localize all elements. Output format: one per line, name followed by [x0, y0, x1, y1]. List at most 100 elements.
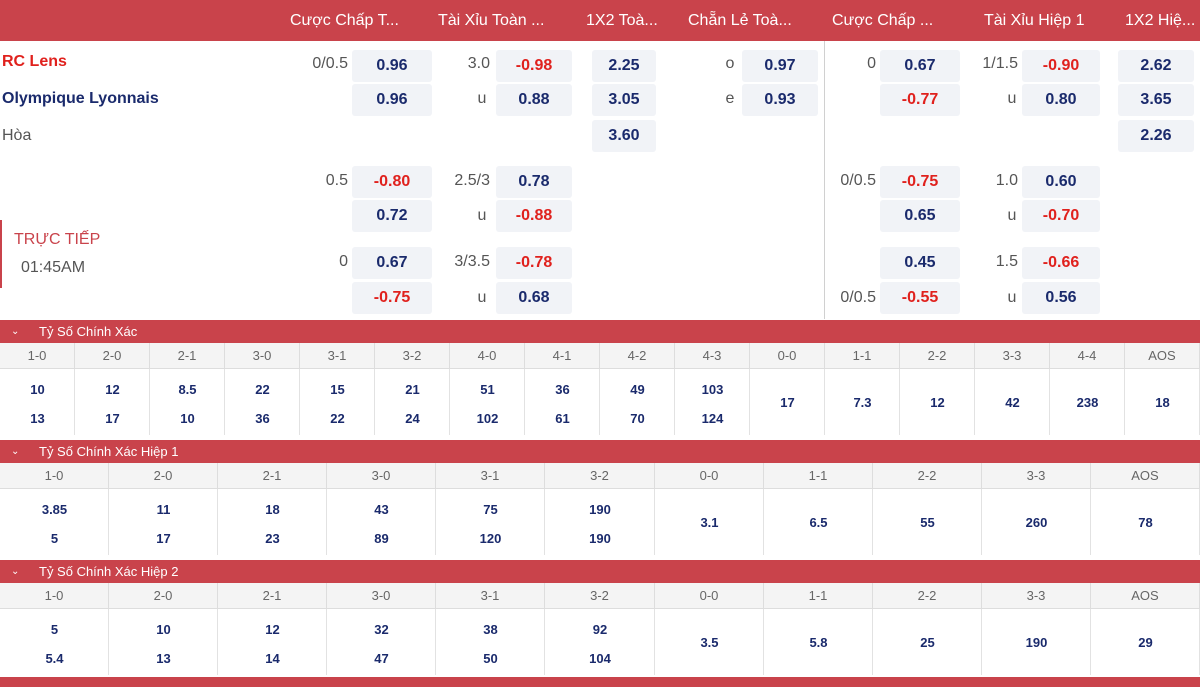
score-odds[interactable]: 8.5 [178, 382, 197, 397]
score-odds[interactable]: 12 [930, 395, 945, 410]
score-odds[interactable]: 103 [701, 382, 724, 397]
alt2-handicap-home-odds[interactable]: 0.67 [352, 247, 432, 279]
alt-h1-handicap-away-odds[interactable]: 0.65 [880, 200, 960, 232]
alt2-h1-handicap-home-odds[interactable]: 0.45 [880, 247, 960, 279]
score-odds[interactable]: 5.4 [45, 651, 64, 666]
1x2-home-odds[interactable]: 2.25 [592, 50, 656, 82]
score-odds[interactable]: 190 [589, 502, 611, 517]
chevron-down-icon[interactable]: ⌄ [11, 326, 20, 337]
score-odds[interactable]: 3.85 [41, 502, 68, 517]
alt2-ou-under-odds[interactable]: 0.68 [496, 282, 572, 314]
score-odds[interactable]: 10 [156, 622, 171, 637]
score-cell[interactable] [655, 489, 764, 555]
next-section-bar[interactable] [0, 677, 1200, 687]
score-odds[interactable]: 18 [1155, 395, 1170, 410]
score-cell[interactable] [545, 609, 655, 675]
alt-handicap-away-odds[interactable]: 0.72 [352, 200, 432, 232]
score-odds[interactable]: 25 [920, 635, 935, 650]
score-odds[interactable]: 24 [405, 411, 420, 426]
alt-ou-over-odds[interactable]: 0.78 [496, 166, 572, 198]
score-odds[interactable]: 102 [476, 411, 499, 426]
alt-handicap-home-odds[interactable]: -0.80 [352, 166, 432, 198]
col-header-h1-over-under[interactable]: Tài Xỉu Hiệp 1 [984, 12, 1085, 29]
score-odds[interactable]: 36 [255, 411, 270, 426]
score-odds[interactable]: 104 [589, 651, 611, 666]
alt-h1-handicap-home-odds[interactable]: -0.75 [880, 166, 960, 198]
score-odds[interactable]: 92 [592, 622, 608, 637]
score-cell[interactable] [655, 609, 764, 675]
score-odds[interactable]: 190 [589, 531, 611, 546]
score-cell[interactable] [300, 369, 375, 435]
score-cell[interactable] [0, 369, 75, 435]
score-odds[interactable]: 75 [483, 502, 498, 517]
score-odds[interactable]: 5 [50, 531, 59, 546]
score-cell[interactable] [900, 369, 975, 435]
score-cell[interactable] [327, 609, 436, 675]
score-odds[interactable]: 120 [479, 531, 502, 546]
h1-handicap-home-odds[interactable]: 0.67 [880, 50, 960, 82]
score-cell[interactable] [75, 369, 150, 435]
col-header-odd-even[interactable]: Chẵn Lẻ Toà... [688, 12, 792, 29]
score-odds[interactable]: 32 [374, 622, 389, 637]
home-team-name[interactable]: RC Lens [2, 53, 67, 70]
score-odds[interactable]: 36 [555, 382, 570, 397]
score-cell[interactable] [218, 609, 327, 675]
score-odds[interactable]: 78 [1138, 515, 1153, 530]
score-cell[interactable] [1050, 369, 1125, 435]
score-cell[interactable] [436, 609, 545, 675]
section-header[interactable]: ⌄ Tỷ Số Chính Xác Hiệp 1 [0, 440, 1200, 463]
score-odds[interactable]: 260 [1025, 515, 1048, 530]
score-odds[interactable]: 21 [405, 382, 420, 397]
score-cell[interactable] [450, 369, 525, 435]
h1-ou-over-odds[interactable]: -0.90 [1022, 50, 1100, 82]
alt-ou-under-odds[interactable]: -0.88 [496, 200, 572, 232]
chevron-down-icon[interactable]: ⌄ [11, 566, 20, 577]
score-odds[interactable]: 15 [330, 382, 345, 397]
score-cell[interactable] [675, 369, 750, 435]
score-odds[interactable]: 10 [180, 411, 195, 426]
score-cell[interactable] [150, 369, 225, 435]
alt2-h1-handicap-away-odds[interactable]: -0.55 [880, 282, 960, 314]
section-header[interactable]: ⌄ Tỷ Số Chính Xác [0, 320, 1200, 343]
score-odds[interactable]: 47 [374, 651, 389, 666]
alt2-ou-over-odds[interactable]: -0.78 [496, 247, 572, 279]
score-odds[interactable]: 3.5 [700, 635, 719, 650]
score-odds[interactable]: 14 [265, 651, 280, 666]
score-cell[interactable] [0, 489, 109, 555]
score-odds[interactable]: 61 [555, 411, 570, 426]
score-cell[interactable] [436, 489, 545, 555]
score-odds[interactable]: 17 [780, 395, 795, 410]
col-header-handicap[interactable]: Cược Chấp T... [290, 12, 399, 29]
score-odds[interactable]: 70 [630, 411, 645, 426]
score-odds[interactable]: 89 [374, 531, 389, 546]
chevron-down-icon[interactable]: ⌄ [11, 446, 20, 457]
handicap-away-odds[interactable]: 0.96 [352, 84, 432, 116]
handicap-home-odds[interactable]: 0.96 [352, 50, 432, 82]
score-cell[interactable] [218, 489, 327, 555]
score-odds[interactable]: 12 [265, 622, 280, 637]
section-header[interactable]: ⌄ Tỷ Số Chính Xác Hiệp 2 [0, 560, 1200, 583]
score-odds[interactable]: 17 [105, 411, 120, 426]
score-odds[interactable]: 22 [330, 411, 345, 426]
score-cell[interactable] [225, 369, 300, 435]
ou-over-odds[interactable]: -0.98 [496, 50, 572, 82]
col-header-over-under[interactable]: Tài Xỉu Toàn ... [438, 12, 545, 29]
score-odds[interactable]: 6.5 [809, 515, 828, 530]
score-odds[interactable]: 55 [920, 515, 935, 530]
score-odds[interactable]: 18 [265, 502, 280, 517]
h1-1x2-draw-odds[interactable]: 2.26 [1118, 120, 1194, 152]
h1-ou-under-odds[interactable]: 0.80 [1022, 84, 1100, 116]
score-cell[interactable] [982, 489, 1091, 555]
score-odds[interactable]: 124 [701, 411, 724, 426]
score-cell[interactable] [764, 489, 873, 555]
score-odds[interactable]: 13 [30, 411, 45, 426]
score-odds[interactable]: 38 [483, 622, 498, 637]
score-odds[interactable]: 43 [374, 502, 389, 517]
score-odds[interactable]: 190 [1025, 635, 1048, 650]
score-cell[interactable] [375, 369, 450, 435]
score-cell[interactable] [0, 609, 109, 675]
score-cell[interactable] [750, 369, 825, 435]
score-odds[interactable]: 5.8 [809, 635, 828, 650]
alt-h1-ou-under-odds[interactable]: -0.70 [1022, 200, 1100, 232]
away-team-name[interactable]: Olympique Lyonnais [2, 90, 159, 107]
